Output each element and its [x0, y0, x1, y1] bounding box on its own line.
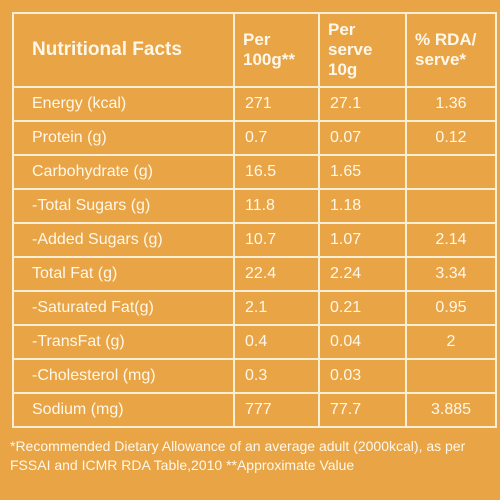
header-row: Nutritional Facts Per 100g** Per serve 10g… [12, 12, 497, 88]
value-cell: 3.885 [405, 392, 497, 428]
value-cell: 11.8 [233, 188, 320, 224]
table-row: -Saturated Fat(g) 2.1 0.21 0.95 [12, 290, 497, 326]
value-cell: 0.21 [318, 290, 407, 326]
nutrient-label: Energy (kcal) [12, 86, 235, 122]
value-cell: 1.18 [318, 188, 407, 224]
value-cell: 0.3 [233, 358, 320, 394]
value-cell: 16.5 [233, 154, 320, 190]
value-cell: 1.36 [405, 86, 497, 122]
header-cell: Nutritional Facts [12, 12, 235, 88]
nutrient-label: Total Fat (g) [12, 256, 235, 292]
value-cell: 777 [233, 392, 320, 428]
value-cell: 22.4 [233, 256, 320, 292]
nutrient-label: Protein (g) [12, 120, 235, 156]
table-row: -TransFat (g) 0.4 0.04 2 [12, 324, 497, 360]
value-cell: 2.24 [318, 256, 407, 292]
value-cell: 271 [233, 86, 320, 122]
value-cell: 0.95 [405, 290, 497, 326]
nutrient-label: Sodium (mg) [12, 392, 235, 428]
table-row: Total Fat (g) 22.4 2.24 3.34 [12, 256, 497, 292]
value-cell: 0.03 [318, 358, 407, 394]
header-cell: Per 100g** [233, 12, 320, 88]
value-cell [405, 358, 497, 394]
value-cell: 2 [405, 324, 497, 360]
value-cell: 10.7 [233, 222, 320, 258]
value-cell: 0.4 [233, 324, 320, 360]
table-row: Carbohydrate (g) 16.5 1.65 [12, 154, 497, 190]
nutrient-label: -Total Sugars (g) [12, 188, 235, 224]
value-cell: 77.7 [318, 392, 407, 428]
value-cell: 1.07 [318, 222, 407, 258]
footnote: *Recommended Dietary Allowance of an ave… [10, 438, 466, 473]
table-body: Energy (kcal) 271 27.1 1.36 Protein (g) 0.7 0.… [12, 86, 497, 428]
table-row: -Cholesterol (mg) 0.3 0.03 [12, 358, 497, 394]
nutrient-label: Carbohydrate (g) [12, 154, 235, 190]
value-cell: 2.1 [233, 290, 320, 326]
table-row: -Total Sugars (g) 11.8 1.18 [12, 188, 497, 224]
nutrition-table: Nutritional Facts Per 100g** Per serve 10g… [12, 12, 497, 428]
table-row: Sodium (mg) 777 77.7 3.885 [12, 392, 497, 428]
value-cell: 0.04 [318, 324, 407, 360]
value-cell: 27.1 [318, 86, 407, 122]
value-cell: 2.14 [405, 222, 497, 258]
nutrient-label: -Saturated Fat(g) [12, 290, 235, 326]
table-row: -Added Sugars (g) 10.7 1.07 2.14 [12, 222, 497, 258]
header-cell: Per serve 10g [318, 12, 407, 88]
value-cell [405, 154, 497, 190]
nutrient-label: -Cholesterol (mg) [12, 358, 235, 394]
value-cell: 0.7 [233, 120, 320, 156]
value-cell: 0.12 [405, 120, 497, 156]
nutrient-label: -TransFat (g) [12, 324, 235, 360]
value-cell: 3.34 [405, 256, 497, 292]
value-cell: 0.07 [318, 120, 407, 156]
table-row: Energy (kcal) 271 27.1 1.36 [12, 86, 497, 122]
header-cell: % RDA/ serve* [405, 12, 497, 88]
nutrient-label: -Added Sugars (g) [12, 222, 235, 258]
value-cell [405, 188, 497, 224]
value-cell: 1.65 [318, 154, 407, 190]
table-row: Protein (g) 0.7 0.07 0.12 [12, 120, 497, 156]
